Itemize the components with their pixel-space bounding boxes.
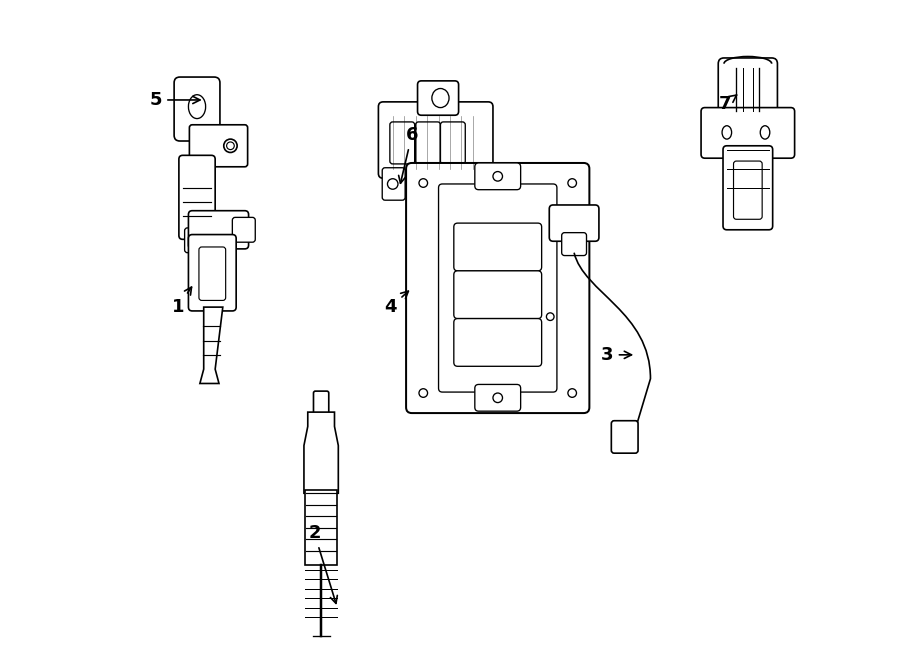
Circle shape	[568, 178, 577, 187]
FancyBboxPatch shape	[189, 125, 248, 167]
FancyBboxPatch shape	[378, 102, 493, 178]
FancyBboxPatch shape	[305, 490, 338, 565]
FancyBboxPatch shape	[454, 319, 542, 366]
FancyBboxPatch shape	[179, 155, 215, 239]
FancyBboxPatch shape	[734, 161, 762, 219]
FancyBboxPatch shape	[174, 77, 220, 141]
FancyBboxPatch shape	[406, 163, 590, 413]
Text: 4: 4	[384, 291, 409, 316]
FancyBboxPatch shape	[475, 385, 520, 411]
FancyBboxPatch shape	[188, 235, 236, 311]
Text: 1: 1	[172, 287, 192, 316]
FancyBboxPatch shape	[184, 228, 210, 253]
Circle shape	[493, 172, 502, 181]
Circle shape	[464, 178, 474, 189]
FancyBboxPatch shape	[611, 420, 638, 453]
FancyBboxPatch shape	[701, 108, 795, 158]
FancyBboxPatch shape	[390, 122, 415, 164]
FancyBboxPatch shape	[475, 163, 520, 190]
FancyBboxPatch shape	[438, 184, 557, 392]
FancyBboxPatch shape	[188, 211, 248, 249]
FancyBboxPatch shape	[459, 168, 482, 200]
Ellipse shape	[722, 126, 732, 139]
Ellipse shape	[760, 126, 770, 139]
FancyBboxPatch shape	[549, 205, 598, 241]
FancyBboxPatch shape	[440, 122, 465, 164]
Circle shape	[546, 313, 554, 321]
FancyBboxPatch shape	[723, 146, 773, 230]
FancyBboxPatch shape	[454, 271, 542, 319]
Text: 3: 3	[601, 346, 632, 364]
PathPatch shape	[304, 412, 338, 493]
FancyBboxPatch shape	[416, 122, 440, 164]
FancyBboxPatch shape	[232, 217, 256, 242]
Text: 7: 7	[719, 95, 737, 113]
FancyBboxPatch shape	[313, 391, 328, 414]
Circle shape	[568, 389, 577, 397]
FancyBboxPatch shape	[382, 168, 405, 200]
Circle shape	[493, 393, 502, 403]
FancyBboxPatch shape	[418, 81, 459, 115]
FancyBboxPatch shape	[199, 247, 226, 301]
FancyBboxPatch shape	[718, 58, 778, 122]
FancyBboxPatch shape	[562, 233, 587, 256]
Circle shape	[388, 178, 398, 189]
PathPatch shape	[200, 307, 223, 383]
FancyBboxPatch shape	[454, 223, 542, 271]
Text: 6: 6	[399, 126, 418, 183]
Circle shape	[224, 139, 237, 153]
Text: 2: 2	[308, 524, 338, 603]
Circle shape	[227, 142, 234, 149]
Circle shape	[419, 389, 428, 397]
Ellipse shape	[432, 89, 449, 108]
Circle shape	[419, 178, 428, 187]
Text: 5: 5	[149, 91, 200, 109]
